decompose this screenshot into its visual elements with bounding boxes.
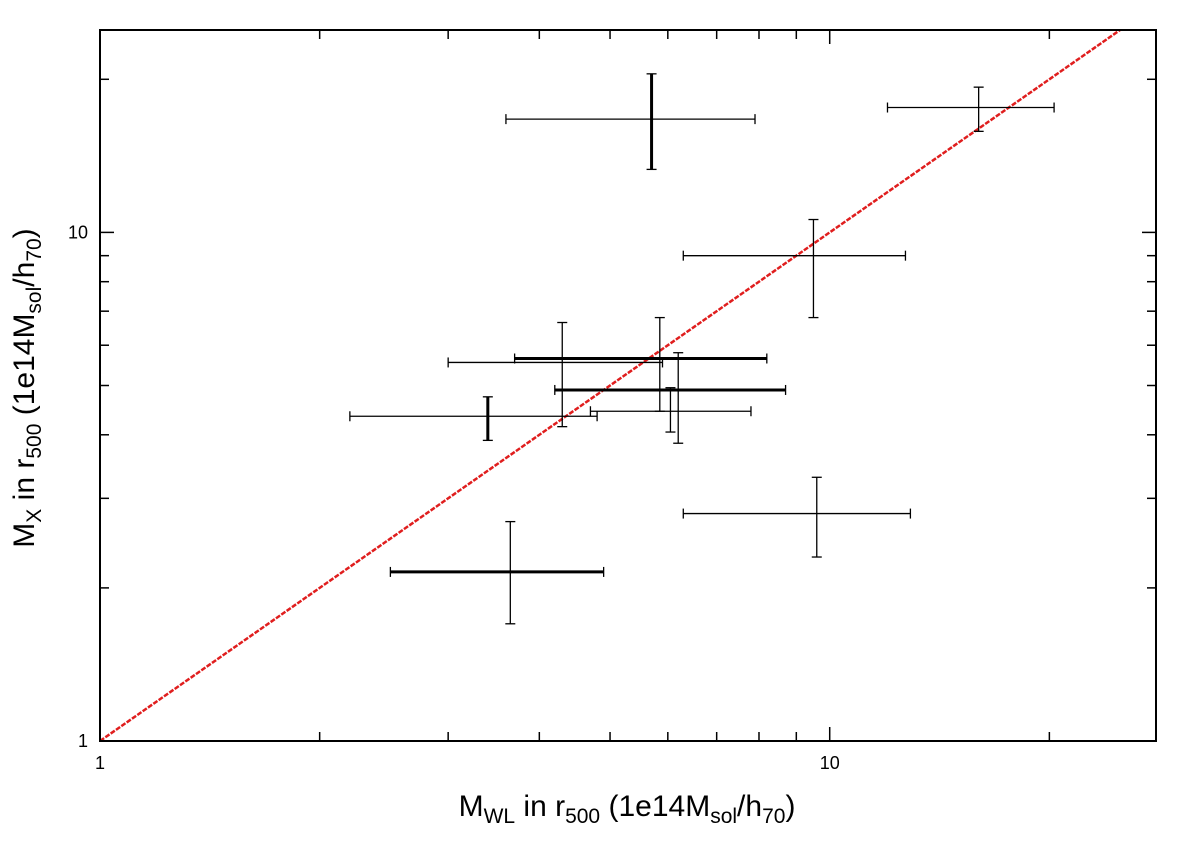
plot-frame — [99, 29, 1157, 742]
identity-line-group — [99, 28, 1121, 743]
data-point — [589, 387, 752, 433]
data-points-group — [349, 73, 1055, 625]
x-tick-label: 1 — [95, 753, 105, 773]
minor-ticks — [100, 30, 1156, 741]
y-axis-title: MX in r500 (1e14Msol/h70) — [8, 228, 46, 547]
data-point — [505, 73, 756, 171]
identity-line — [99, 28, 1121, 743]
tick-labels-group: 1 10 1 10 — [68, 222, 840, 773]
data-point — [682, 476, 912, 558]
data-point — [389, 520, 605, 625]
y-tick-label: 10 — [68, 222, 88, 242]
x-axis-title: MWL in r500 (1e14Msol/h70) — [459, 790, 796, 828]
data-point — [886, 86, 1055, 133]
y-tick-label: 1 — [78, 731, 88, 751]
data-point — [349, 396, 598, 442]
x-tick-label: 10 — [820, 753, 840, 773]
data-point — [682, 218, 907, 319]
